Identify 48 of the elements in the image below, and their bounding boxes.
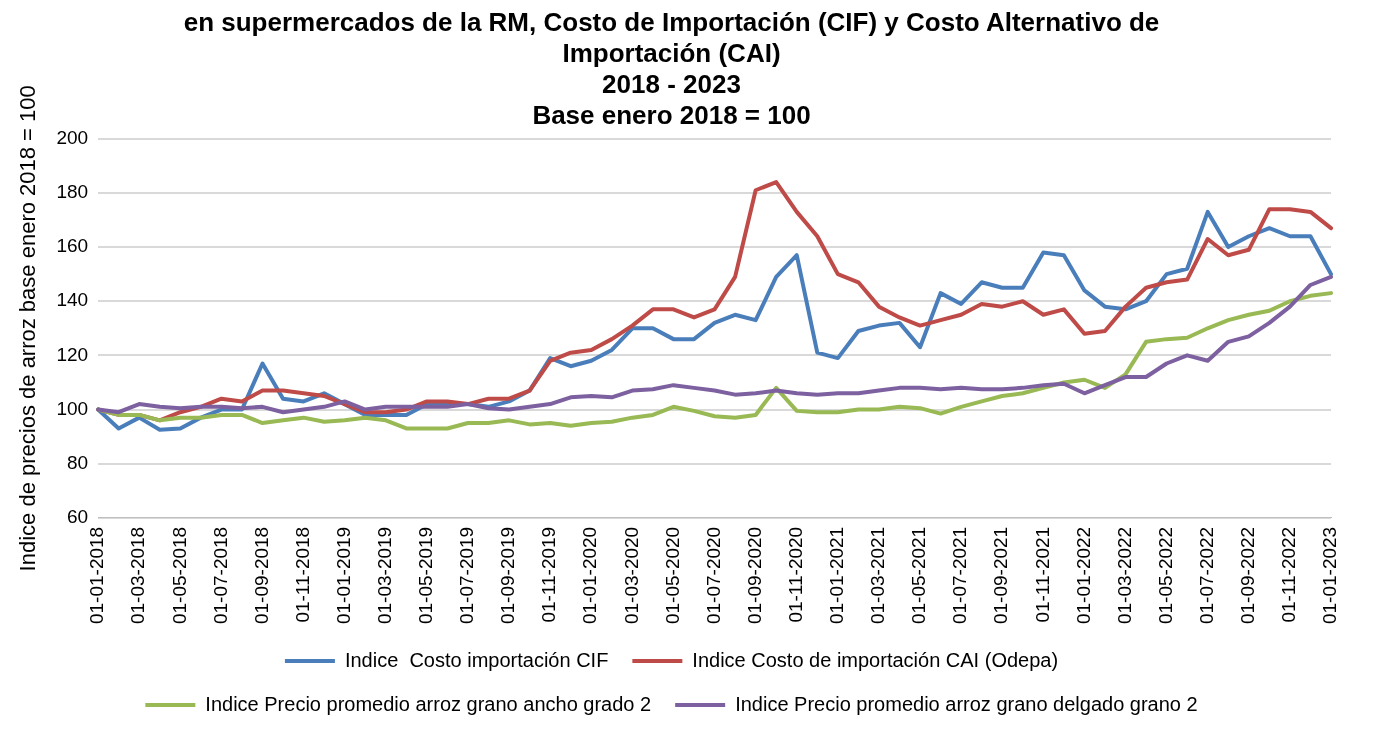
legend-label: Indice Precio promedio arroz grano delgado grano 2 [735, 692, 1198, 715]
x-tick-label: 01-03-2022 [1113, 526, 1135, 625]
y-axis-title: Indice de precios de arroz base enero 2018 = 100 [15, 85, 41, 572]
text: Base enero 2018 = 100 [532, 100, 811, 131]
x-tick-label: 01-09-2022 [1237, 526, 1259, 625]
x-tick-label: 01-01-2021 [826, 526, 848, 625]
x-tick-label: 01-11-2019 [538, 526, 560, 623]
x-tick-label: 01-11-2022 [1278, 526, 1300, 623]
x-tick-label: 01-05-2021 [908, 526, 930, 625]
x-tick-label: 01-01-2022 [1072, 526, 1094, 625]
x-tick-label: 01-01-2023 [1319, 526, 1341, 625]
y-tick-label: 160 [56, 235, 89, 257]
legend-label: Indice Costo de importación CAI (Odepa) [692, 648, 1059, 671]
x-tick-label: 01-09-2020 [743, 526, 765, 625]
x-tick-label: 01-11-2018 [291, 526, 313, 623]
x-tick-label: 01-03-2020 [620, 526, 642, 625]
y-tick-label: 100 [56, 397, 89, 419]
x-tick-label: 01-07-2018 [209, 526, 231, 625]
x-tick-label: 01-01-2020 [579, 526, 601, 625]
legend-label: Indice Costo importación CIF [344, 648, 609, 671]
x-tick-label: 01-07-2022 [1195, 526, 1217, 625]
x-tick-label: 01-09-2018 [250, 526, 272, 625]
text: 2018 - 2023 [602, 69, 741, 100]
x-tick-label: 01-03-2019 [374, 526, 396, 625]
x-tick-label: 01-05-2022 [1154, 526, 1176, 625]
x-tick-label: 01-05-2018 [168, 526, 190, 625]
text: en supermercados de la RM, Costo de Importación (CIF) y Costo Alternativo de [183, 6, 1160, 37]
x-tick-label: 01-09-2021 [990, 526, 1012, 625]
y-tick-label: 60 [66, 506, 89, 528]
x-tick-label: 01-05-2020 [661, 526, 683, 625]
x-tick-label: 01-03-2018 [127, 526, 149, 625]
text: Importación (CAI) [562, 37, 781, 68]
y-tick-label: 120 [56, 343, 89, 365]
x-tick-label: 01-05-2019 [415, 526, 437, 625]
x-tick-label: 01-07-2019 [456, 526, 478, 625]
x-tick-label: 01-07-2021 [949, 526, 971, 625]
x-tick-label: 01-01-2019 [332, 526, 354, 625]
y-tick-label: 80 [66, 451, 89, 473]
y-tick-label: 180 [56, 181, 89, 203]
x-tick-label: 01-09-2019 [497, 526, 519, 625]
x-tick-label: 01-01-2018 [86, 526, 108, 625]
x-tick-label: 01-11-2020 [784, 526, 806, 623]
legend-label: Indice Precio promedio arroz grano ancho grado 2 [205, 692, 652, 715]
y-tick-label: 200 [56, 127, 89, 149]
x-tick-label: 01-11-2021 [1031, 526, 1053, 623]
y-tick-label: 140 [56, 289, 89, 311]
x-tick-label: 01-03-2021 [867, 526, 889, 625]
x-tick-label: 01-07-2020 [702, 526, 724, 625]
